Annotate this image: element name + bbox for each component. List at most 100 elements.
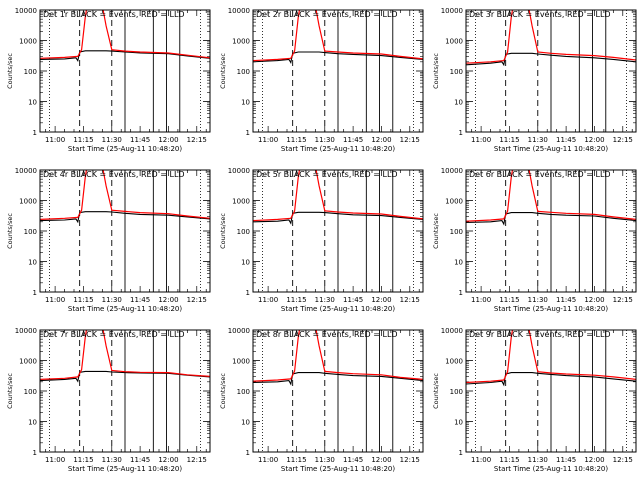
x-tick-label: 12:00 <box>584 296 604 304</box>
y-tick-label: 10 <box>454 419 463 427</box>
series-lld-line <box>466 170 636 222</box>
y-tick-label: 100 <box>450 228 463 236</box>
plot-frame <box>39 329 211 453</box>
y-tick-label: 100 <box>450 68 463 76</box>
panel-det-9: 1 10 100 1000 10000 11:00 11:15 11:30 11:45 12:00… <box>432 327 637 473</box>
x-tick-label: 11:30 <box>102 136 122 144</box>
y-axis-label: Counts/sec <box>219 53 227 89</box>
y-tick-label: 1000 <box>19 198 37 206</box>
x-tick-label: 11:15 <box>499 296 519 304</box>
x-tick-label: 11:30 <box>528 296 548 304</box>
x-tick-label: 12:00 <box>371 296 391 304</box>
x-tick-label: 12:00 <box>584 136 604 144</box>
x-tick-label: 12:15 <box>400 136 420 144</box>
x-tick-label: 12:15 <box>400 296 420 304</box>
y-tick-label: 10 <box>241 259 250 267</box>
y-tick-label: 100 <box>24 388 37 396</box>
x-tick-label: 12:00 <box>158 136 178 144</box>
x-tick-label: 11:30 <box>315 456 335 464</box>
x-tick-label: 11:00 <box>258 296 278 304</box>
event-markers <box>262 10 414 132</box>
y-tick-label: 1000 <box>19 38 37 46</box>
y-tick-label: 100 <box>237 388 250 396</box>
x-tick-label: 11:00 <box>471 456 491 464</box>
x-axis-label: Start Time (25-Aug-11 10:48:20) <box>68 305 182 313</box>
x-tick-label: 12:15 <box>613 456 633 464</box>
series-events-line <box>466 52 636 67</box>
x-tick-label: 11:45 <box>130 136 150 144</box>
x-tick-label: 11:15 <box>499 456 519 464</box>
y-tick-label: 10 <box>28 259 37 267</box>
y-tick-label: 1 <box>246 449 250 457</box>
series-group <box>466 10 636 67</box>
x-tick-label: 11:15 <box>286 136 306 144</box>
series-events-line <box>466 372 636 387</box>
x-tick-label: 12:15 <box>187 296 207 304</box>
x-tick-label: 11:45 <box>343 136 363 144</box>
y-tick-label: 1 <box>459 449 463 457</box>
x-axis-label: Start Time (25-Aug-11 10:48:20) <box>494 145 608 153</box>
y-tick-label: 1000 <box>445 358 463 366</box>
series-events-line <box>40 211 210 224</box>
x-tick-label: 12:00 <box>158 296 178 304</box>
y-tick-label: 1000 <box>232 358 250 366</box>
y-tick-label: 10000 <box>15 7 37 15</box>
x-tick-label: 12:15 <box>187 456 207 464</box>
panel-title: Det 1r BLACK = Events, RED = LLD <box>43 10 185 19</box>
y-tick-label: 1 <box>33 289 37 297</box>
x-tick-label: 12:15 <box>400 456 420 464</box>
series-lld-line <box>40 170 210 220</box>
x-tick-label: 11:30 <box>315 296 335 304</box>
panel-det-8: 1 10 100 1000 10000 11:00 11:15 11:30 11:45 12:00… <box>219 327 424 473</box>
y-tick-label: 100 <box>237 68 250 76</box>
y-tick-label: 10000 <box>228 327 250 335</box>
series-events-line <box>253 211 423 225</box>
x-tick-label: 11:15 <box>499 136 519 144</box>
plot-frame <box>465 169 637 293</box>
series-events-line <box>40 50 210 62</box>
y-tick-label: 1000 <box>19 358 37 366</box>
x-tick-label: 11:15 <box>286 296 306 304</box>
x-tick-label: 11:45 <box>343 296 363 304</box>
event-markers <box>262 330 414 452</box>
panel-title: Det 6r BLACK = Events, RED = LLD <box>469 170 611 179</box>
y-tick-label: 10 <box>28 419 37 427</box>
y-tick-label: 100 <box>237 228 250 236</box>
series-group <box>40 170 210 224</box>
y-tick-label: 1000 <box>445 38 463 46</box>
x-tick-label: 11:45 <box>556 296 576 304</box>
x-tick-label: 11:30 <box>102 296 122 304</box>
series-group <box>253 330 423 386</box>
series-lld-line <box>253 170 423 222</box>
x-tick-label: 11:30 <box>528 136 548 144</box>
y-axis-label: Counts/sec <box>432 53 440 89</box>
series-lld-line <box>466 10 636 64</box>
y-tick-label: 10 <box>454 99 463 107</box>
plot-frame <box>465 9 637 133</box>
y-tick-label: 10000 <box>228 7 250 15</box>
event-markers <box>49 10 201 132</box>
series-lld-line <box>466 330 636 384</box>
event-markers <box>475 10 627 132</box>
x-tick-label: 11:00 <box>471 136 491 144</box>
plot-frame <box>252 169 424 293</box>
series-lld-line <box>40 330 210 380</box>
event-markers <box>49 330 201 452</box>
y-axis-label: Counts/sec <box>6 53 14 89</box>
x-tick-label: 11:30 <box>528 456 548 464</box>
panel-det-4: 1 10 100 1000 10000 11:00 11:15 11:30 11:45 12:00… <box>6 167 211 313</box>
series-group <box>253 10 423 64</box>
x-tick-label: 11:45 <box>343 456 363 464</box>
x-axis-label: Start Time (25-Aug-11 10:48:20) <box>281 305 395 313</box>
series-events-line <box>466 212 636 226</box>
plot-frame <box>252 329 424 453</box>
x-tick-label: 11:00 <box>258 136 278 144</box>
panel-title: Det 7r BLACK = Events, RED = LLD <box>43 330 185 339</box>
series-lld-line <box>253 330 423 382</box>
panel-det-3: 1 10 100 1000 10000 11:00 11:15 11:30 11:45 12:00… <box>432 7 637 153</box>
panel-title: Det 8r BLACK = Events, RED = LLD <box>256 330 398 339</box>
x-tick-label: 12:00 <box>371 456 391 464</box>
x-tick-label: 11:45 <box>556 456 576 464</box>
series-group <box>40 10 210 62</box>
